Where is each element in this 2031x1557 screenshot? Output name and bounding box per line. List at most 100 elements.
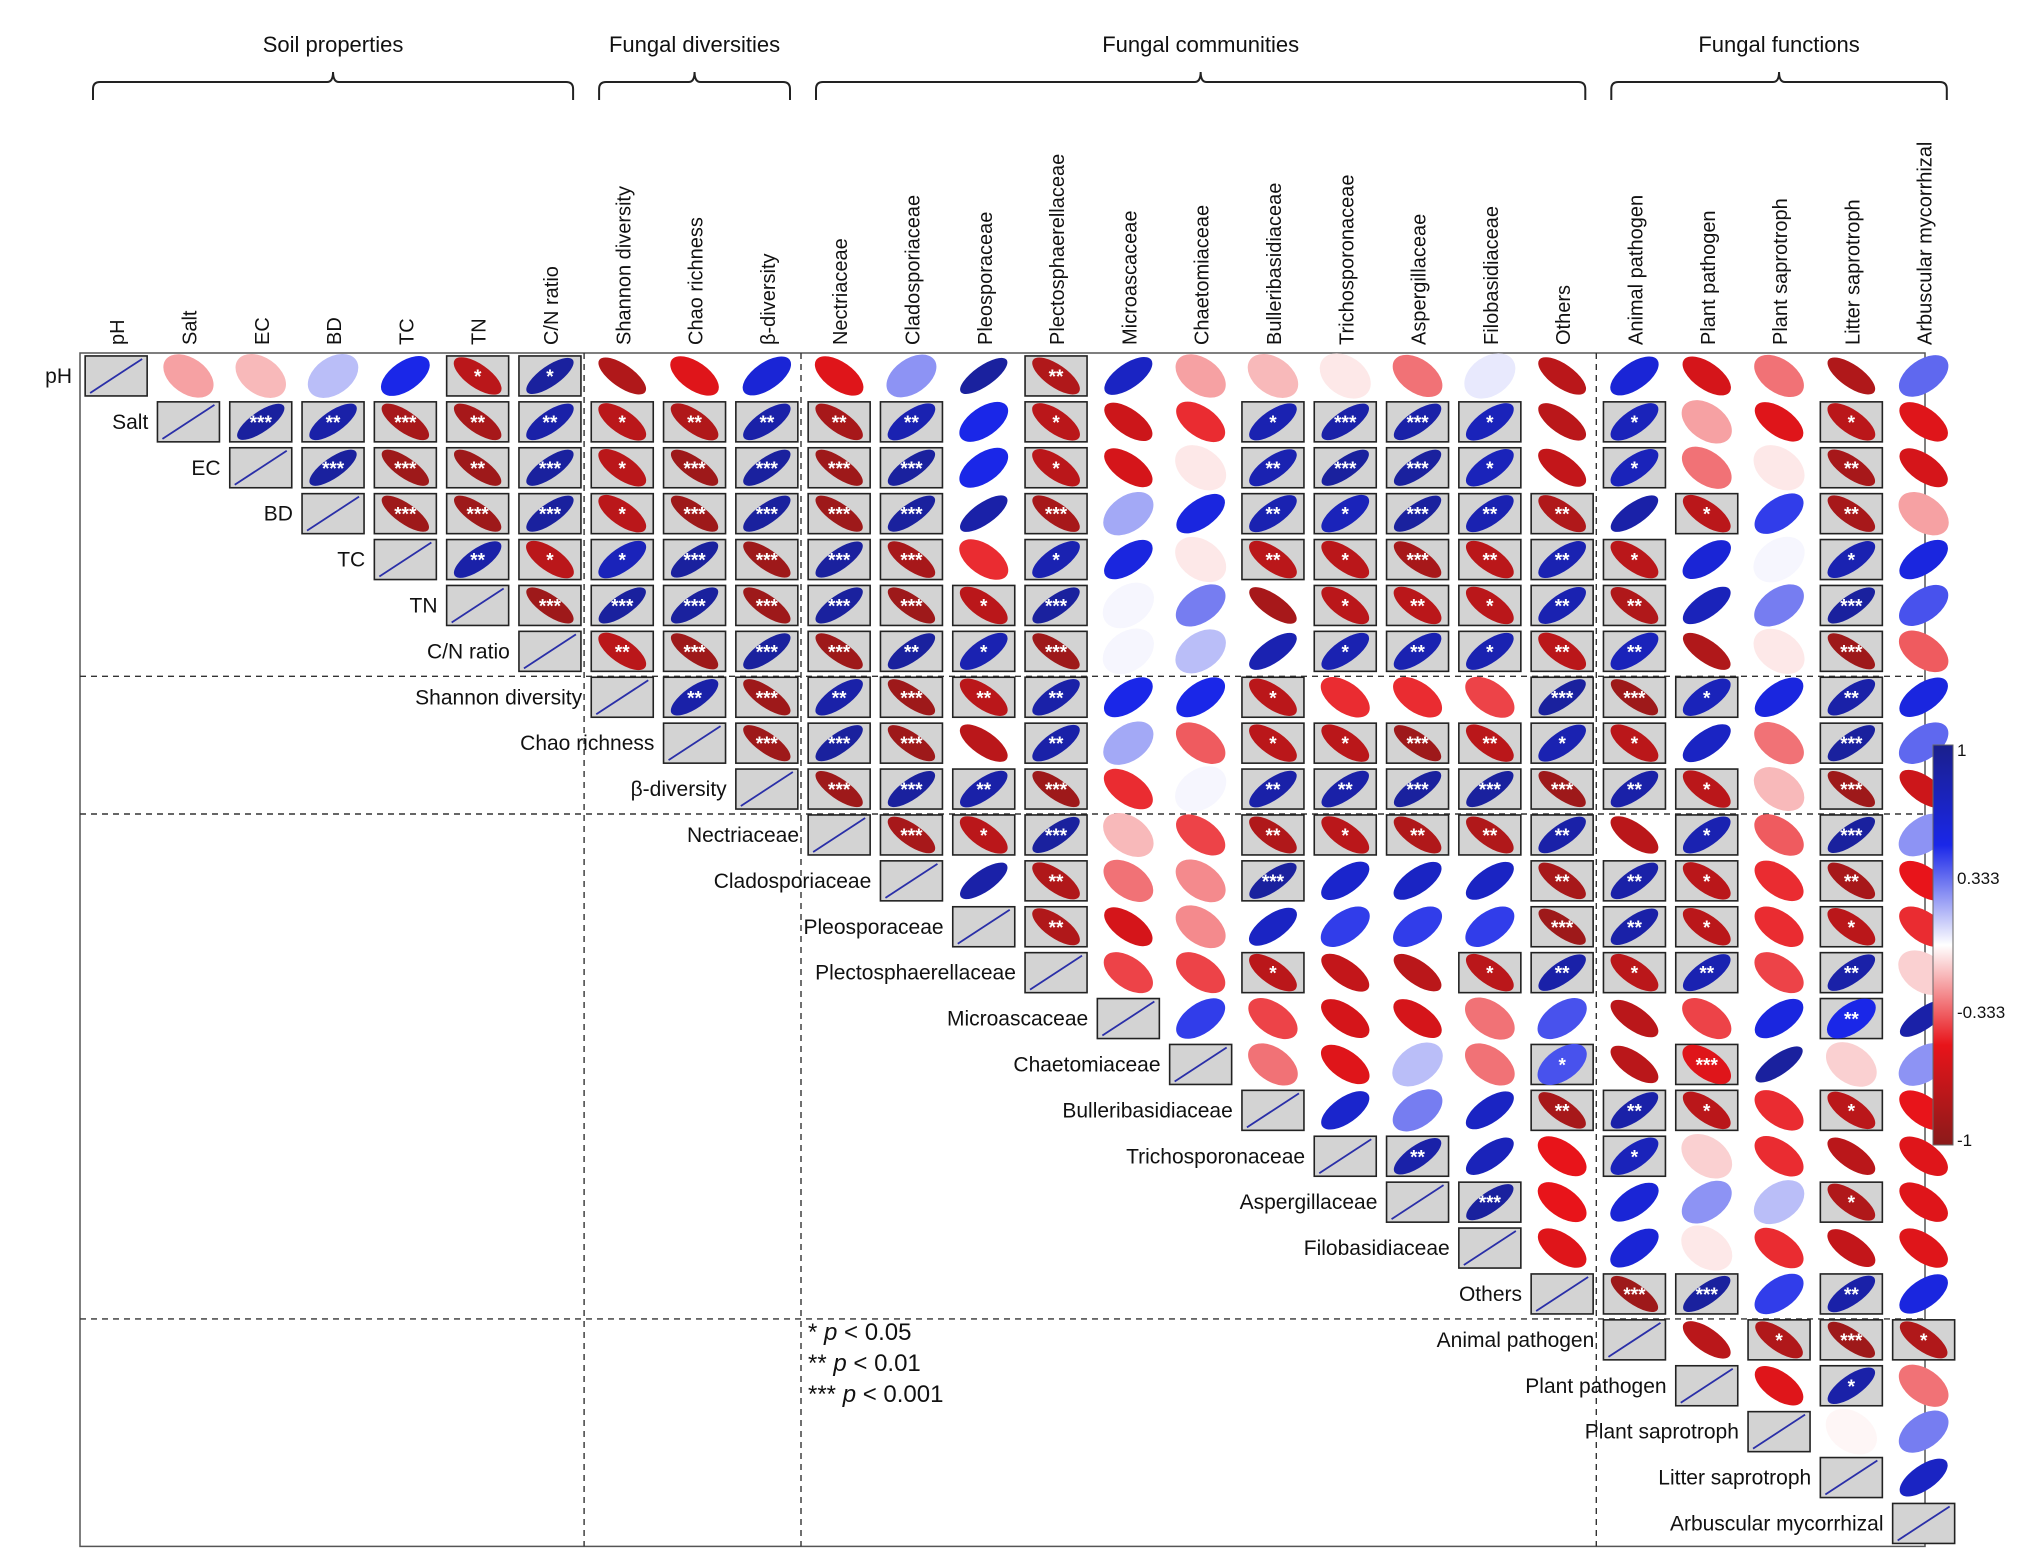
matrix-cell	[1175, 859, 1226, 903]
significance-stars: *	[1342, 642, 1350, 663]
matrix-cell	[959, 401, 1009, 442]
correlation-ellipse	[1754, 677, 1804, 717]
significance-stars: **	[1844, 459, 1859, 480]
matrix-cell: ***	[1385, 722, 1450, 764]
significance-stars: **	[1266, 826, 1281, 847]
correlation-ellipse	[1176, 677, 1226, 718]
correlation-ellipse	[1682, 356, 1731, 396]
matrix-cell	[1102, 582, 1154, 629]
significance-stars: **	[759, 413, 774, 434]
matrix-cell	[1899, 677, 1948, 717]
group-bracket: Fungal functions	[1610, 32, 1948, 100]
matrix-cell: **	[1602, 768, 1667, 810]
column-label: Plectosphaerellaceae	[1047, 154, 1069, 345]
correlation-ellipse	[1465, 906, 1515, 947]
correlation-ellipse	[163, 354, 214, 398]
matrix-cell: *	[1819, 1181, 1884, 1223]
matrix-cell: ***	[879, 676, 944, 719]
diagonal-line	[1680, 1367, 1734, 1404]
matrix-cell	[1248, 998, 1298, 1040]
significance-stars: *	[1848, 1377, 1856, 1398]
significance-stars: ***	[1696, 1285, 1719, 1306]
row-label: Cladosporiaceae	[714, 870, 872, 893]
significance-stars: *	[1486, 964, 1494, 985]
matrix-cell	[807, 814, 871, 856]
matrix-cell	[1754, 402, 1804, 442]
significance-stars: *	[1703, 1101, 1711, 1122]
matrix-cell: **	[1530, 860, 1594, 902]
correlation-ellipse	[1827, 403, 1876, 441]
significance-stars: **	[1555, 551, 1570, 572]
correlation-ellipse	[1682, 1321, 1731, 1359]
significance-stars: ***	[756, 642, 779, 663]
column-label: Litter saprotroph	[1842, 199, 1864, 345]
correlation-ellipse	[1754, 493, 1804, 534]
matrix-cell: ***	[879, 492, 944, 535]
correlation-ellipse	[1753, 628, 1805, 674]
significance-stars: ***	[322, 459, 345, 480]
matrix-cell	[670, 356, 719, 396]
correlation-ellipse	[598, 587, 646, 624]
correlation-ellipse	[1393, 953, 1442, 992]
significance-stars: *	[1486, 459, 1494, 480]
matrix-cell: **	[445, 401, 510, 443]
significance-stars: **	[1049, 734, 1064, 755]
significance-stars: ***	[394, 459, 417, 480]
significance-stars: ***	[1406, 780, 1429, 801]
matrix-cell	[1249, 587, 1297, 624]
correlation-ellipse	[1754, 906, 1804, 947]
matrix-cell: *	[590, 401, 655, 443]
matrix-cell	[1682, 632, 1731, 670]
correlation-ellipse	[453, 357, 502, 395]
matrix-cell	[1321, 999, 1370, 1039]
correlation-ellipse	[670, 449, 719, 486]
significance-stars: **	[543, 413, 558, 434]
correlation-ellipse	[670, 541, 719, 578]
matrix-cell	[301, 492, 365, 535]
matrix-cell	[1104, 402, 1153, 442]
correlation-ellipse	[1465, 953, 1514, 992]
significance-stars: ***	[539, 459, 562, 480]
matrix-cell: *	[1313, 584, 1378, 627]
matrix-cell: ***	[807, 630, 871, 673]
matrix-cell: **	[1385, 630, 1450, 673]
correlation-ellipse	[1249, 678, 1297, 716]
matrix-cell: ***	[1024, 492, 1088, 535]
matrix-cell: ***	[879, 446, 944, 489]
matrix-cell: ***	[1385, 401, 1450, 443]
matrix-cell	[1392, 354, 1443, 398]
significance-stars: *	[1848, 413, 1856, 434]
correlation-ellipse	[1320, 1044, 1370, 1085]
significance-stars: ***	[1045, 596, 1068, 617]
significance-stars: ***	[394, 413, 417, 434]
row-label: Animal pathogen	[1437, 1329, 1595, 1352]
correlation-ellipse	[1827, 1367, 1876, 1405]
correlation-ellipse	[1032, 357, 1080, 395]
correlation-ellipse	[526, 403, 574, 441]
matrix-cell	[886, 354, 937, 398]
correlation-ellipse	[1754, 1227, 1804, 1269]
matrix-cell	[1754, 677, 1804, 717]
matrix-cell: *	[1819, 1364, 1884, 1407]
significance-stars: **	[1844, 688, 1859, 709]
correlation-ellipse	[1681, 400, 1732, 444]
matrix-cell: ***	[1241, 860, 1305, 902]
correlation-ellipse	[307, 353, 359, 398]
matrix-cell: **	[1458, 722, 1522, 764]
correlation-ellipse	[1175, 445, 1227, 491]
significance-stars: **	[1049, 872, 1064, 893]
correlation-ellipse	[886, 354, 937, 398]
matrix-cell	[1175, 722, 1226, 764]
correlation-ellipse	[1032, 908, 1080, 946]
matrix-cell	[156, 401, 221, 443]
matrix-cell	[1754, 493, 1804, 534]
significance-stars: **	[1555, 596, 1570, 617]
matrix-cell	[1176, 401, 1226, 443]
row-label: Aspergillaceae	[1240, 1191, 1378, 1214]
significance-legend-item: ** p < 0.01	[808, 1350, 921, 1377]
matrix-cell	[1464, 353, 1516, 399]
matrix-cell: ***	[1024, 768, 1088, 810]
matrix-cell	[1103, 812, 1154, 857]
correlation-ellipse	[1827, 954, 1876, 991]
